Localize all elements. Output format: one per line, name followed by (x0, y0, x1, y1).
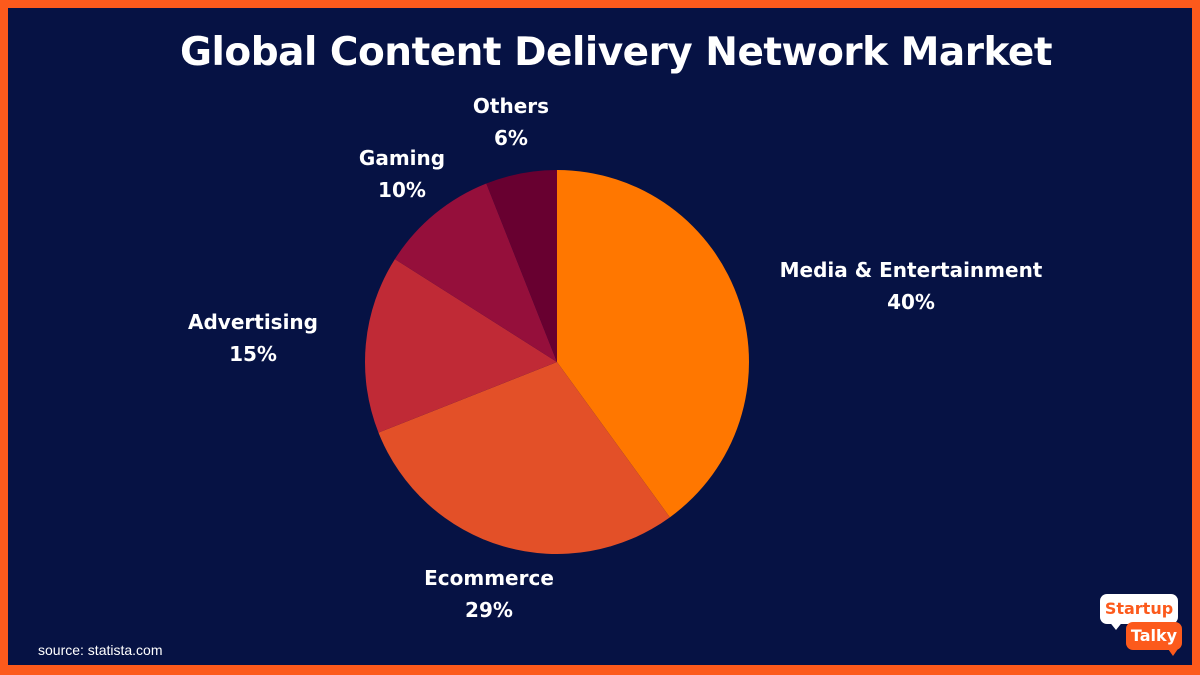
slice-label-media-entertainment: Media & Entertainment 40% (780, 254, 1043, 318)
pie-chart (364, 170, 749, 554)
logo-line-2: Talky (1126, 622, 1182, 650)
slice-label-value: 15% (229, 342, 277, 366)
slice-label-others: Others 6% (473, 90, 549, 154)
pie-slice-advertising (364, 259, 557, 433)
logo-bubble-tail (1166, 646, 1180, 656)
slice-label-text: Gaming (358, 146, 446, 170)
slice-label-text: Ecommerce (424, 566, 554, 590)
slice-label-value: 29% (465, 598, 513, 622)
slice-label-ecommerce: Ecommerce 29% (424, 562, 554, 626)
chart-canvas: Global Content Delivery Network Market M… (8, 8, 1192, 665)
source-note: source: statista.com (38, 642, 163, 658)
startuptalky-logo: Startup Talky (1100, 594, 1186, 658)
slice-label-gaming: Gaming 10% (359, 142, 445, 206)
logo-line-1: Startup (1100, 594, 1178, 624)
logo-bubble-tail (1108, 620, 1124, 630)
slice-label-text: Media & Entertainment (779, 258, 1043, 282)
slice-label-text: Others (472, 94, 550, 118)
chart-title: Global Content Delivery Network Market (180, 30, 1052, 75)
slice-label-value: 10% (378, 178, 426, 202)
slice-label-text: Advertising (188, 310, 318, 334)
pie-slice-others (486, 170, 557, 362)
pie-slice-media-entertainment (557, 170, 749, 518)
slice-label-value: 40% (887, 290, 935, 314)
slice-label-advertising: Advertising 15% (188, 306, 318, 370)
pie-slice-gaming (394, 183, 557, 362)
pie-slice-ecommerce (378, 362, 670, 554)
slice-label-value: 6% (494, 126, 528, 150)
